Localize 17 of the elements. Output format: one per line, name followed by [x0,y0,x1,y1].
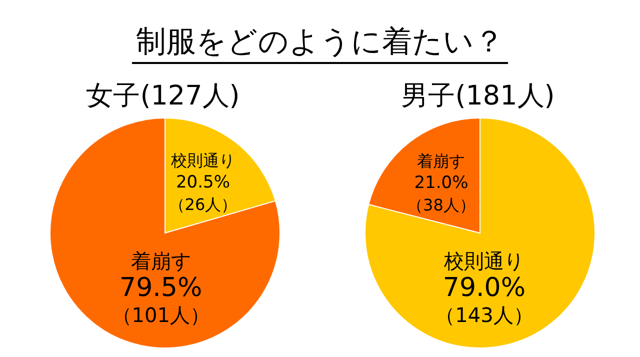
text: （101人） [112,303,210,327]
chart-subtitle: 女子(127人) [86,80,240,112]
data-label: 20.5% [176,172,230,192]
pie-slice [50,118,280,348]
slice-label: 校則通り [443,249,524,273]
slice-label: 校則通り [170,150,235,170]
chart-title: 制服をどのように着たい？ [136,24,504,60]
text: （38人） [407,196,476,215]
pie-slice [364,118,596,348]
text: （26人） [168,194,238,214]
slice-label: 着崩す [417,152,466,171]
text: （143人） [435,303,534,327]
data-label: 79.0% [442,273,526,303]
data-label: 21.0% [414,173,468,194]
slice-label: 着崩す [130,249,191,273]
chart-subtitle: 男子(181人) [401,80,555,112]
data-label: 79.5% [120,273,202,303]
